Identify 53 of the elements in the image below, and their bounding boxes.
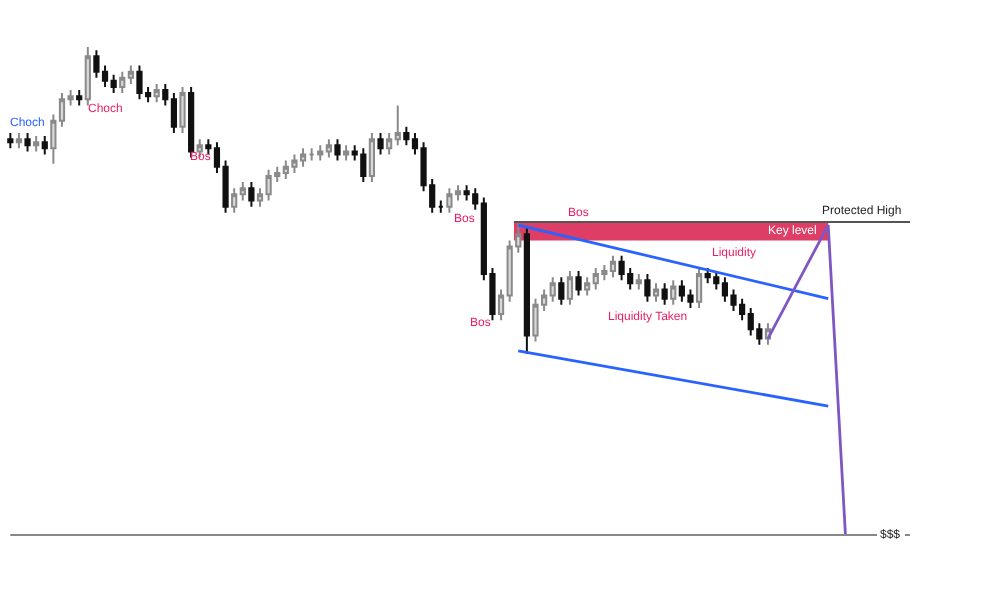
candlestick: [635, 273, 642, 291]
candlestick: [403, 125, 410, 147]
candlestick: [84, 46, 91, 107]
candlestick: [360, 147, 367, 184]
candlestick: [136, 64, 143, 101]
candlestick: [609, 254, 617, 279]
candlestick: [15, 132, 23, 150]
candlestick: [575, 270, 582, 297]
candlestick: [170, 92, 178, 134]
candlestick: [618, 254, 625, 282]
candlestick: [153, 82, 160, 104]
candlestick: [695, 267, 703, 309]
candlestick: [231, 187, 238, 214]
candlestick: [523, 227, 530, 355]
candlestick: [317, 144, 324, 162]
candlestick: [747, 306, 754, 337]
candlestick: [93, 49, 100, 79]
candlestick: [549, 276, 556, 303]
candlestick: [592, 267, 599, 291]
candlestick: [532, 297, 539, 343]
candlestick: [265, 168, 272, 202]
candlestick: [601, 263, 608, 282]
candlestick: [368, 132, 376, 184]
candlestick: [584, 276, 591, 297]
candlestick: [308, 147, 315, 162]
candlestick: [248, 181, 255, 208]
candlestick: [110, 73, 117, 95]
candlestick: [342, 144, 350, 162]
candlestick: [76, 89, 83, 107]
candlestick: [291, 153, 298, 174]
candlestick: [644, 273, 651, 303]
candlestick: [566, 270, 574, 306]
candlestick: [119, 70, 126, 95]
candlestick: [652, 282, 660, 303]
candlestick: [437, 199, 444, 214]
candlestick: [670, 279, 677, 306]
candlestick: [7, 132, 14, 150]
candlestick: [558, 276, 565, 306]
candlestick: [24, 132, 31, 153]
candlestick: [179, 85, 186, 134]
candlestick: [41, 135, 48, 156]
candlestick: [446, 187, 453, 214]
candlestick: [394, 104, 401, 147]
candlestick: [687, 288, 694, 309]
candlestick: [377, 132, 384, 156]
candlestick: [661, 282, 668, 306]
candlestick: [127, 64, 134, 85]
candlestick: [299, 147, 307, 168]
candlestick: [325, 138, 332, 159]
candlestick: [463, 184, 470, 202]
candlestick: [334, 138, 341, 162]
candlestick: [33, 135, 40, 153]
candlestick: [704, 267, 711, 285]
